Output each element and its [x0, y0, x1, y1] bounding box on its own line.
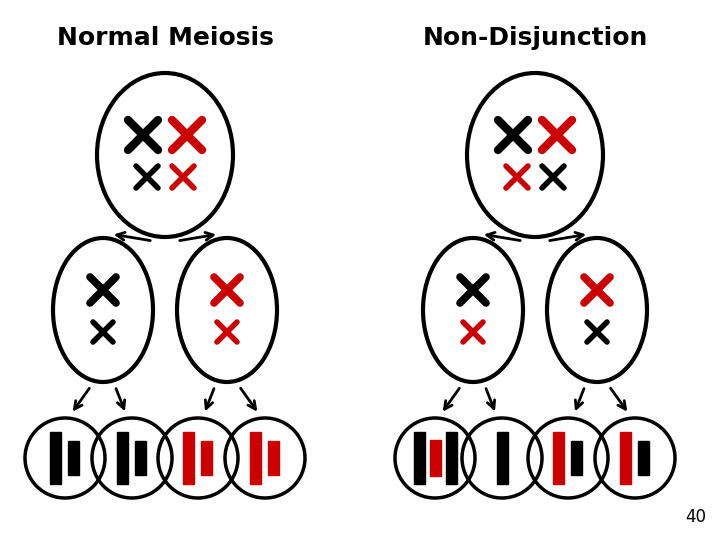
- Text: Normal Meiosis: Normal Meiosis: [57, 26, 274, 50]
- Text: 40: 40: [685, 508, 706, 526]
- Bar: [250, 432, 261, 484]
- Bar: [552, 432, 564, 484]
- Bar: [117, 432, 127, 484]
- Bar: [497, 432, 508, 484]
- Bar: [135, 441, 145, 475]
- Bar: [182, 432, 194, 484]
- Bar: [68, 441, 78, 475]
- Bar: [619, 432, 631, 484]
- Bar: [200, 441, 212, 475]
- Bar: [413, 432, 425, 484]
- Bar: [570, 441, 582, 475]
- Bar: [430, 440, 441, 476]
- Bar: [268, 441, 279, 475]
- Bar: [50, 432, 60, 484]
- Bar: [637, 441, 649, 475]
- Bar: [446, 432, 456, 484]
- Text: Non-Disjunction: Non-Disjunction: [423, 26, 648, 50]
